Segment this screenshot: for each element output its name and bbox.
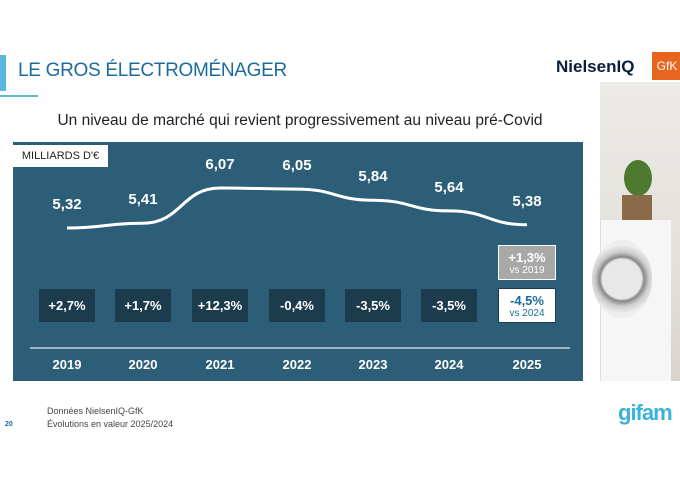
gifam-logo: gifam — [618, 400, 673, 425]
comparison-value: -4,5% — [510, 292, 544, 308]
year-label: 2021 — [205, 357, 235, 372]
growth-box: +12,3% — [192, 289, 248, 322]
evolution-note: Évolutions en valeur 2025/2024 — [47, 419, 174, 429]
year-label: 2022 — [282, 357, 312, 372]
value-label: 5,84 — [358, 168, 388, 186]
growth-box: -3,5% — [421, 289, 477, 322]
page-number: 20 — [5, 421, 13, 428]
comparison-vs-2024: -4,5% vs 2024 — [498, 288, 556, 323]
year-label: 2019 — [52, 357, 82, 372]
comparison-value: +1,3% — [508, 249, 546, 265]
washing-machine-door — [592, 240, 652, 318]
title-underline — [0, 95, 38, 97]
gfk-logo: GfK — [652, 52, 680, 80]
comparison-vs-2019: +1,3% vs 2019 — [498, 245, 556, 280]
value-label: 6,07 — [205, 156, 235, 173]
comparison-label: vs 2024 — [509, 307, 545, 319]
value-label: 5,38 — [512, 192, 542, 210]
growth-box: +1,7% — [115, 289, 171, 322]
series-line — [66, 186, 528, 230]
value-label: 6,05 — [282, 157, 312, 175]
value-label: 5,64 — [434, 178, 464, 196]
page-title: LE GROS ÉLECTROMÉNAGER — [18, 60, 287, 81]
subtitle: Un niveau de marché qui revient progress… — [57, 112, 543, 129]
title-accent-bar — [0, 55, 6, 91]
plant-pot-image — [622, 195, 652, 220]
growth-box: -3,5% — [345, 289, 401, 322]
value-label: 5,32 — [52, 196, 82, 213]
year-label: 2023 — [358, 357, 388, 372]
year-label: 2024 — [434, 357, 464, 372]
comparison-label: vs 2019 — [509, 264, 545, 276]
chart-panel — [13, 142, 583, 381]
year-label: 2020 — [128, 357, 158, 372]
nielseniq-logo: NielsenIQ — [556, 57, 635, 76]
growth-box: +2,7% — [39, 289, 95, 322]
plant-image — [624, 160, 652, 196]
axis-divider — [30, 347, 570, 349]
unit-label: MILLIARDS D'€ — [13, 145, 108, 167]
growth-box: -0,4% — [269, 289, 325, 322]
value-label: 5,41 — [128, 191, 158, 209]
source-note: Données NielsenIQ-GfK — [47, 406, 144, 416]
year-label: 2025 — [512, 357, 542, 372]
